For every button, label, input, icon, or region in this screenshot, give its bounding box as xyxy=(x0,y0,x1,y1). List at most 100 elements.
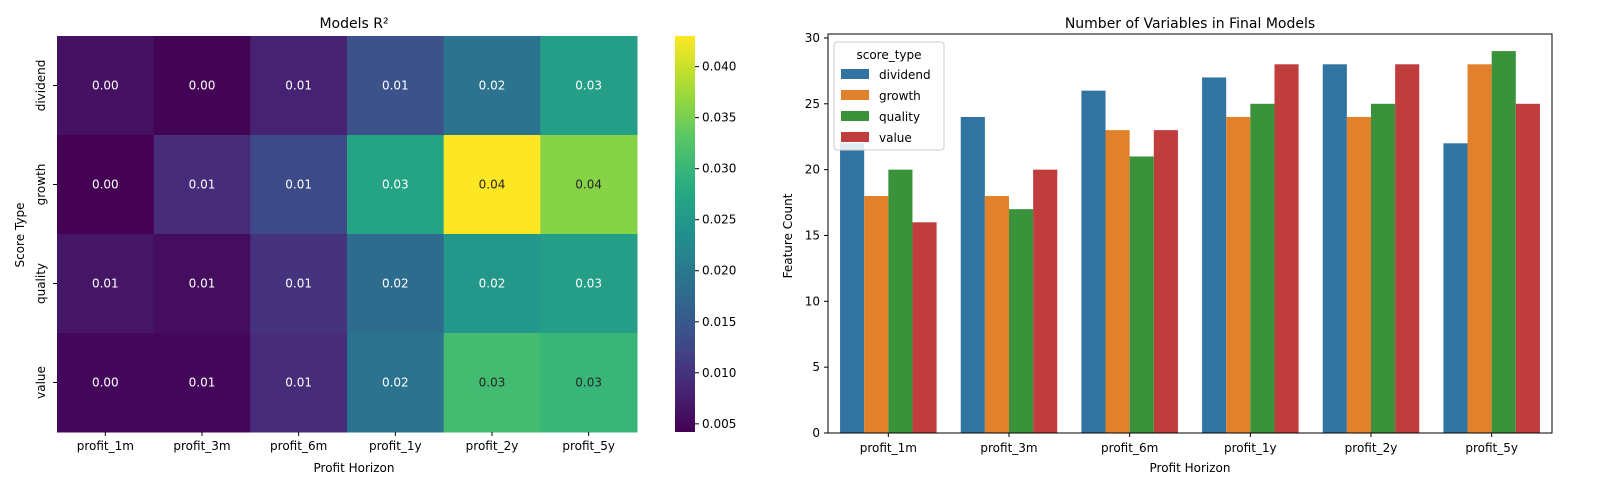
heatmap-cell xyxy=(443,234,541,334)
bar-growth xyxy=(984,195,1009,433)
colorbar: 0.005 0.010 0.015 0.020 0.025 0.030 0.035 0.040 xyxy=(675,36,736,432)
heatmap-cell xyxy=(443,135,541,235)
colorbar-tick-label: 0.005 xyxy=(702,417,736,431)
bar-quality xyxy=(1371,103,1396,433)
colorbar-tick-label: 0.040 xyxy=(702,60,736,74)
bar-chart-y-axis-label: Feature Count xyxy=(781,193,795,278)
heatmap-x-tick-label: profit_3m xyxy=(173,439,230,453)
bar-y-ticks: 0 5 10 15 20 25 30 xyxy=(805,31,828,440)
heatmap-cell xyxy=(57,333,155,433)
bar-x-tick-label: profit_1y xyxy=(1224,441,1277,455)
heatmap-cell xyxy=(250,135,348,235)
legend-swatch-dividend xyxy=(841,69,869,79)
bar-marks xyxy=(840,51,1540,434)
heatmap-cell-label: 0.00 xyxy=(92,178,119,192)
heatmap-cell-label: 0.02 xyxy=(479,79,506,93)
bar-value xyxy=(1033,169,1058,433)
heatmap-cell-label: 0.01 xyxy=(285,376,312,390)
heatmap-cell-label: 0.04 xyxy=(575,178,602,192)
bar-quality xyxy=(888,169,913,433)
legend-label-dividend: dividend xyxy=(879,68,931,82)
heatmap-cell xyxy=(57,36,155,136)
bar-x-tick-label: profit_1m xyxy=(860,441,917,455)
legend-swatch-value xyxy=(841,132,869,142)
bar-value xyxy=(1395,64,1420,433)
bar-y-tick-label: 10 xyxy=(805,294,820,308)
heatmap-cell xyxy=(347,234,445,334)
bar-quality xyxy=(1129,156,1154,434)
heatmap-cell xyxy=(540,333,638,433)
bar-dividend xyxy=(840,143,865,433)
heatmap-cell-label: 0.01 xyxy=(285,178,312,192)
bar-growth xyxy=(1105,130,1130,433)
heatmap-x-tick-label: profit_5y xyxy=(562,439,615,453)
bar-value xyxy=(1515,103,1540,433)
heatmap-cell-label: 0.04 xyxy=(479,178,506,192)
legend-label-value: value xyxy=(879,131,912,145)
heatmap-cell xyxy=(153,36,251,136)
heatmap-cell-label: 0.01 xyxy=(382,79,409,93)
heatmap-y-tick-label: quality xyxy=(34,263,48,304)
bar-dividend xyxy=(960,116,985,434)
heatmap-cell-label: 0.02 xyxy=(382,277,409,291)
heatmap-cell-label: 0.00 xyxy=(92,376,119,390)
heatmap-cell-label: 0.03 xyxy=(575,376,602,390)
heatmap-cell xyxy=(153,234,251,334)
colorbar-tick-label: 0.010 xyxy=(702,366,736,380)
heatmap-annotations: 0.00 0.00 0.01 0.01 0.02 0.03 0.00 0.01 0.01 0.03… xyxy=(92,79,602,390)
heatmap-x-tick-label: profit_6m xyxy=(270,439,327,453)
legend-title: score_type xyxy=(856,48,921,62)
heatmap-cell-label: 0.01 xyxy=(285,79,312,93)
heatmap-title: Models R² xyxy=(319,16,388,32)
bar-value xyxy=(912,222,937,433)
bar-y-tick-label: 25 xyxy=(805,97,820,111)
legend-label-quality: quality xyxy=(879,110,920,124)
bar-dividend xyxy=(1081,90,1106,433)
colorbar-scale xyxy=(675,36,695,432)
bar-quality xyxy=(1009,209,1034,433)
heatmap-cell xyxy=(540,36,638,136)
heatmap-y-ticks: dividend growth quality value xyxy=(34,60,57,399)
bar-y-tick-label: 15 xyxy=(805,228,820,242)
bar-growth xyxy=(1467,64,1492,433)
legend-label-growth: growth xyxy=(879,89,921,103)
heatmap-cell-label: 0.00 xyxy=(189,79,216,93)
bar-legend: score_type dividend growth quality value xyxy=(833,41,945,151)
colorbar-tick-label: 0.025 xyxy=(702,213,736,227)
heatmap-cell xyxy=(250,333,348,433)
bar-plot-frame xyxy=(827,33,1553,434)
heatmap-cell xyxy=(347,36,445,136)
bar-dividend xyxy=(1443,143,1468,433)
heatmap-x-tick-label: profit_2y xyxy=(466,439,519,453)
heatmap-cell-label: 0.01 xyxy=(92,277,119,291)
heatmap-cell-label: 0.02 xyxy=(382,376,409,390)
colorbar-tick-label: 0.020 xyxy=(702,264,736,278)
heatmap-x-tick-label: profit_1y xyxy=(369,439,422,453)
bar-x-tick-label: profit_2y xyxy=(1345,441,1398,455)
bar-axes xyxy=(827,33,1553,434)
colorbar-tick-label: 0.035 xyxy=(702,111,736,125)
bar-y-tick-label: 0 xyxy=(812,426,820,440)
bar-dividend xyxy=(1202,77,1227,433)
heatmap-cell-label: 0.01 xyxy=(189,178,216,192)
legend-swatch-growth xyxy=(841,90,869,100)
bar-growth xyxy=(1346,116,1371,434)
heatmap-x-axis-label: Profit Horizon xyxy=(314,461,395,475)
heatmap-cell-label: 0.01 xyxy=(189,376,216,390)
heatmap-x-ticks: profit_1m profit_3m profit_6m profit_1y prof… xyxy=(77,432,615,453)
heatmap-cell xyxy=(347,333,445,433)
heatmap-panel: Models R² Profit Horizon Score Type 0.00… xyxy=(13,16,736,475)
bar-y-tick-label: 30 xyxy=(805,31,820,45)
heatmap-cell xyxy=(443,36,541,136)
heatmap-cell-label: 0.01 xyxy=(189,277,216,291)
colorbar-tick-label: 0.015 xyxy=(702,315,736,329)
heatmap-cell xyxy=(540,135,638,235)
heatmap-cell-label: 0.03 xyxy=(575,277,602,291)
bar-growth xyxy=(864,195,889,433)
heatmap-x-tick-label: profit_1m xyxy=(77,439,134,453)
heatmap-cell-label: 0.03 xyxy=(575,79,602,93)
heatmap-y-tick-label: dividend xyxy=(34,60,48,112)
heatmap-cell-label: 0.01 xyxy=(285,277,312,291)
heatmap-cell xyxy=(443,333,541,433)
